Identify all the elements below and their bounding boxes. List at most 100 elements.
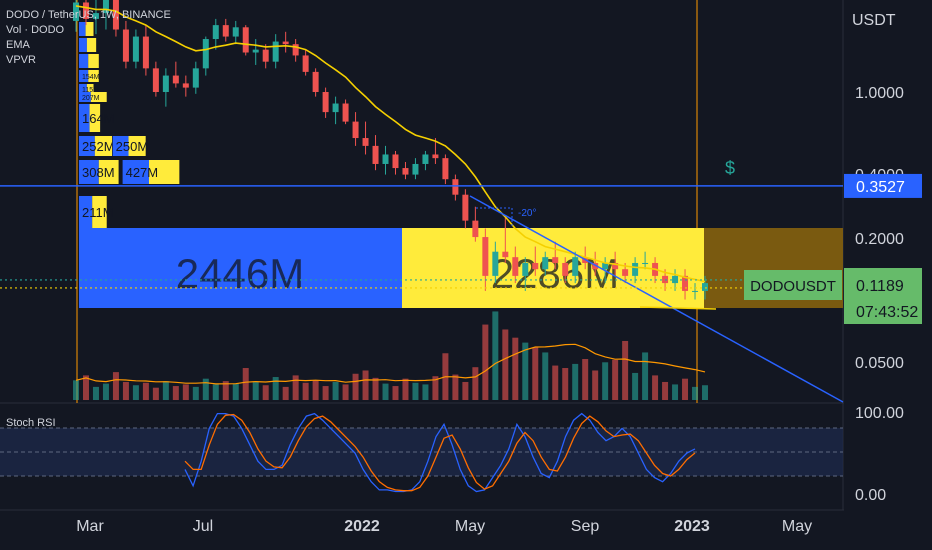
candle-body [202, 39, 209, 69]
stoch-rsi-label: Stoch RSI [6, 417, 56, 429]
volume-bar [152, 387, 159, 400]
time-tick-label: Sep [571, 518, 600, 535]
volume-bar [512, 337, 519, 400]
vpvr-up-bar [79, 38, 87, 52]
volume-bar [452, 374, 459, 400]
candle-body [372, 145, 379, 164]
symbol-title: DODO / TetherUS, 1W, BINANCE [6, 9, 171, 21]
candle-body [462, 194, 469, 221]
volume-bar [642, 352, 649, 400]
candle-body [562, 262, 569, 276]
vpvr-up-bar [79, 160, 99, 184]
ema-tail-line [639, 306, 717, 310]
vpvr-up-bar [79, 84, 87, 94]
volume-bar [362, 370, 369, 400]
indicator-ema[interactable]: EMA [6, 39, 30, 51]
volume-bar [462, 381, 469, 400]
time-tick-label: May [455, 518, 485, 535]
candle-body [252, 49, 259, 53]
stoch-rsi-pane: Stoch RSI [0, 412, 843, 493]
vpvr-volume-label: 427M [126, 165, 159, 180]
candle-body [382, 154, 389, 164]
vpvr-volume-label: 154M [82, 74, 100, 81]
candle-body [212, 25, 219, 40]
stoch-rsi-k-line [184, 412, 696, 493]
volume-bar [73, 380, 79, 400]
overlays: -20° $ [0, 158, 844, 403]
volume-bar [632, 372, 639, 400]
candle-body [122, 29, 129, 62]
candle-body [612, 262, 619, 270]
ema-line-group [75, 5, 706, 283]
candle-body [552, 257, 559, 263]
vpvr-volume-label: 252M [82, 139, 115, 154]
volume-bar [652, 375, 659, 400]
rsi-tick-label: 0.00 [855, 487, 886, 504]
candle-body [92, 13, 99, 19]
candle-body [192, 68, 199, 88]
volume-bar [92, 386, 99, 400]
volume-bar [172, 386, 179, 400]
volume-bar [232, 383, 239, 400]
volume-bar [242, 368, 249, 400]
volume-bar [282, 386, 289, 400]
candle-body [242, 27, 249, 53]
vpvr-node-up-label: 2446M [176, 250, 304, 297]
candle-body [512, 257, 519, 276]
indicator-vpvr[interactable]: VPVR [6, 54, 36, 66]
indicator-vol[interactable]: Vol · DODO [6, 24, 65, 36]
volume-bar [202, 378, 209, 400]
candle-body [422, 154, 429, 164]
volume-bar [402, 378, 409, 400]
candle-body [452, 179, 459, 195]
vpvr-up-bar [79, 54, 89, 68]
currency-label: USDT [852, 12, 896, 29]
candle-body [262, 49, 269, 62]
vpvr-down-bar [85, 22, 94, 36]
candle-body [622, 269, 629, 276]
volume-bar [662, 381, 669, 400]
time-tick-label: 2023 [674, 518, 710, 535]
candle-body [222, 25, 229, 37]
candle-body [682, 275, 689, 291]
volume-bar [532, 347, 539, 400]
volume-bar [302, 382, 309, 400]
volume-bar [572, 363, 579, 400]
volume-bar [562, 368, 569, 400]
vpvr-volume-label: 207M [82, 95, 100, 102]
candle-body [162, 75, 169, 92]
volume-bar [82, 375, 89, 400]
symbol-tag-badge [744, 270, 842, 300]
volume-bar [112, 372, 119, 400]
volume-bar [552, 365, 559, 400]
volume-bar [612, 359, 619, 400]
chart-legend: DODO / TetherUS, 1W, BINANCE Vol · DODO … [6, 8, 171, 68]
angle-marker [476, 207, 513, 226]
candle-body [402, 168, 409, 175]
volume-bar [472, 367, 479, 400]
vpvr-up-bar [112, 136, 129, 156]
candle-body [532, 262, 539, 270]
vpvr-up-bar [79, 196, 93, 228]
candle-body [322, 92, 329, 113]
volume-bar [262, 385, 269, 400]
volume-bar [312, 380, 319, 400]
last-price-badge [844, 268, 922, 324]
candle-body [292, 44, 299, 56]
volume-bar [582, 359, 589, 400]
volume-bar [272, 377, 279, 400]
vpvr-up-bar [79, 70, 89, 82]
volume-bar [212, 384, 219, 400]
candle-body [472, 220, 479, 238]
vpvr-up-bar [79, 136, 95, 156]
candle-body [142, 36, 149, 69]
candle-body [302, 55, 309, 72]
vpvr-up-bar [122, 160, 149, 184]
trend-line [469, 195, 844, 403]
volume-bar [192, 386, 199, 400]
candle-body [632, 262, 639, 276]
volume-bar [602, 362, 609, 400]
candle-body [152, 68, 159, 92]
volume-bar [422, 384, 429, 400]
